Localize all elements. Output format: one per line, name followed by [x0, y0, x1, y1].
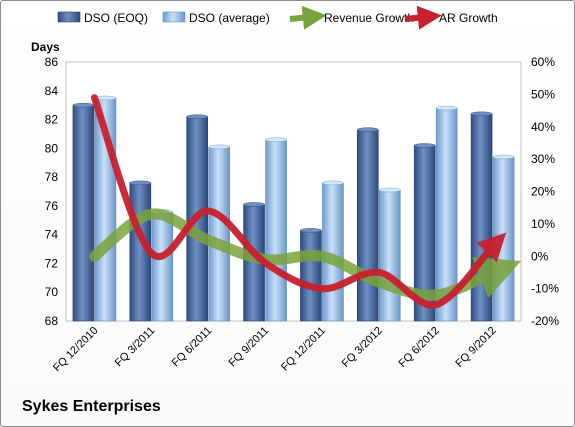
- x-tick-label: FQ 3/2011: [113, 325, 158, 370]
- bar-cap: [300, 228, 322, 233]
- bar: [208, 146, 230, 322]
- left-tick-label: 82: [45, 113, 59, 127]
- left-axis-ticks: 68 70 72 74 76 78 80 82 84 86: [45, 55, 59, 328]
- right-tick-label: 20%: [531, 185, 555, 199]
- right-tick-label: 40%: [531, 120, 555, 134]
- legend-swatch: [162, 11, 186, 23]
- legend-label: DSO (average): [189, 11, 270, 25]
- right-tick-label: 30%: [531, 152, 555, 166]
- x-tick-label: FQ 9/2011: [227, 325, 272, 370]
- bar: [265, 139, 287, 322]
- bar-cap: [72, 102, 95, 108]
- right-tick-label: 10%: [531, 217, 555, 231]
- left-tick-label: 72: [45, 256, 59, 270]
- bar-cap: [322, 180, 344, 186]
- bar-cap: [265, 137, 287, 142]
- legend-swatch: [404, 5, 442, 30]
- bar-cap: [492, 154, 515, 160]
- bar: [300, 230, 322, 322]
- left-tick-label: 70: [45, 285, 59, 299]
- x-tick-label: FQ 6/2011: [170, 325, 215, 370]
- right-tick-label: 60%: [531, 55, 555, 69]
- bar: [357, 129, 379, 322]
- ar-growth-line: [90, 94, 507, 309]
- left-tick-label: 74: [45, 228, 59, 242]
- legend-label: AR Growth: [439, 11, 498, 25]
- left-tick-label: 78: [45, 170, 59, 184]
- x-tick-label: FQ 9/2012: [453, 325, 498, 370]
- legend-swatch: [57, 11, 81, 23]
- x-tick-label: FQ 12/2010: [51, 325, 101, 375]
- bar: [470, 113, 493, 322]
- bar-cap: [208, 144, 230, 150]
- right-tick-label: 50%: [531, 87, 555, 101]
- right-tick-label: 0%: [531, 249, 549, 263]
- bar: [492, 156, 515, 322]
- company-name: Sykes Enterprises: [22, 398, 161, 415]
- bar-cap: [186, 114, 208, 119]
- bar-cap: [357, 127, 379, 132]
- legend-label: DSO (EOQ): [84, 11, 148, 25]
- left-tick-label: 76: [45, 199, 59, 213]
- bar-cap: [435, 105, 458, 111]
- x-tick-label: FQ 12/2011: [279, 325, 328, 374]
- revenue-growth-line: [88, 208, 522, 301]
- bar-cap: [243, 202, 265, 207]
- right-tick-label: -20%: [531, 314, 559, 328]
- left-tick-label: 84: [45, 84, 59, 98]
- bar: [72, 104, 95, 322]
- bar-cap: [413, 143, 436, 148]
- x-axis-ticks: FQ 12/2010 FQ 3/2011 FQ 6/2011 FQ 9/2011 FQ …: [51, 325, 499, 375]
- bar: [379, 189, 401, 322]
- bar-cap: [129, 180, 152, 186]
- legend-label: Revenue Growth: [324, 11, 414, 25]
- right-axis-ticks: -20% -10% 0% 10% 20% 30% 40% 50% 60%: [531, 55, 559, 328]
- legend: DSO (EOQ) DSO (average) Revenue Growth AR G…: [57, 5, 498, 30]
- left-tick-label: 68: [45, 314, 59, 328]
- x-tick-label: FQ 3/2012: [340, 325, 385, 370]
- bar: [151, 211, 174, 322]
- bar-cap: [379, 187, 401, 193]
- lines: [88, 94, 522, 309]
- bar-cap: [470, 111, 493, 117]
- x-tick-label: FQ 6/2012: [397, 325, 442, 370]
- left-tick-label: 80: [45, 141, 59, 155]
- legend-swatch: [289, 5, 327, 30]
- right-tick-label: -10%: [531, 282, 559, 296]
- left-tick-label: 86: [45, 55, 59, 69]
- y-axis-title: Days: [31, 40, 60, 54]
